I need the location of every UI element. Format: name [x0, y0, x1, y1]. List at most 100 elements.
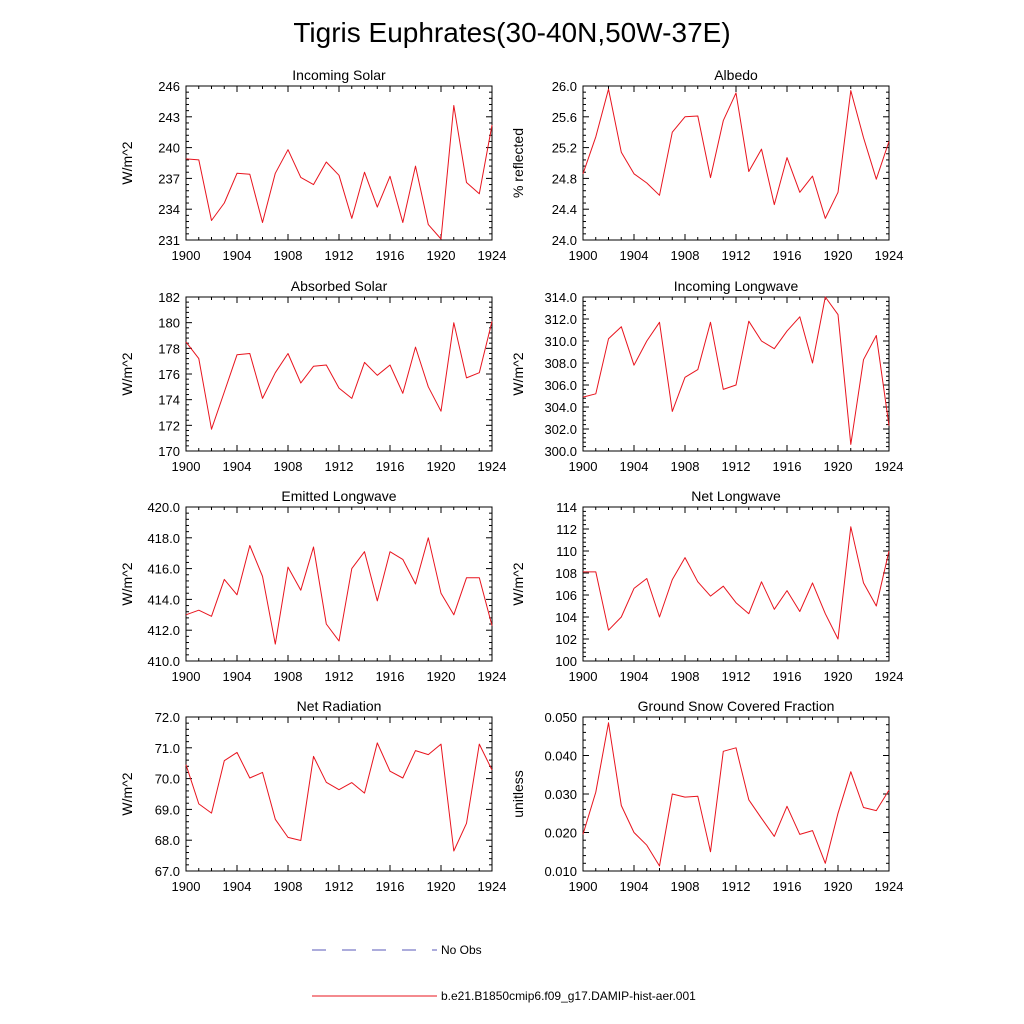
incoming-longwave-ytick-label: 302.0 — [544, 422, 577, 437]
panel-emitted-longwave: Emitted Longwave W/m^2 1900 1904 1908 1912 191… — [119, 488, 506, 684]
panel-incoming-longwave: Incoming Longwave W/m^2 1900 1904 1908 1912 19… — [510, 278, 903, 474]
absorbed-solar-xtick-label: 1916 — [376, 459, 405, 474]
net-radiation-ytick-label: 70.0 — [155, 772, 180, 787]
net-longwave-ytick-label: 110 — [556, 544, 577, 559]
net-radiation-ytick-label: 72.0 — [155, 710, 180, 725]
incoming-solar-ytick-label: 240 — [158, 141, 180, 156]
absorbed-solar-xtick-label: 1908 — [274, 459, 303, 474]
absorbed-solar-series-line — [185, 321, 493, 430]
albedo-xtick-label: 1924 — [875, 248, 904, 263]
net-longwave-ytick-label: 104 — [555, 610, 577, 625]
legend-model-label: b.e21.B1850cmip6.f09_g17.DAMIP-hist-aer.… — [441, 989, 696, 1003]
net-longwave-ytick-label: 114 — [556, 500, 577, 515]
incoming-solar-xtick-label: 1916 — [376, 248, 405, 263]
net-longwave-xtick-label: 1908 — [671, 669, 700, 684]
albedo-series-line — [582, 88, 890, 219]
emitted-longwave-ytick-label: 420.0 — [147, 500, 180, 515]
albedo-ytick-label: 26.0 — [552, 79, 577, 94]
net-radiation-xtick-label: 1900 — [172, 879, 201, 894]
net-radiation-xtick-label: 1924 — [478, 879, 507, 894]
net-longwave-ytick-label: 108 — [555, 566, 577, 581]
emitted-longwave-xtick-label: 1908 — [274, 669, 303, 684]
emitted-longwave-xtick-label: 1920 — [427, 669, 456, 684]
incoming-longwave-xtick-label: 1912 — [722, 459, 751, 474]
net-longwave-series-line — [583, 526, 890, 640]
albedo-xtick-label: 1920 — [824, 248, 853, 263]
absorbed-solar-xtick-label: 1924 — [478, 459, 507, 474]
absorbed-solar-xtick-label: 1920 — [427, 459, 456, 474]
absorbed-solar-ytick-label: 182 — [158, 290, 180, 305]
emitted-longwave-ytick-label: 416.0 — [147, 562, 180, 577]
emitted-longwave-plot-frame — [185, 506, 493, 662]
albedo-xtick-label: 1904 — [620, 248, 649, 263]
absorbed-solar-ytick-label: 170 — [158, 444, 180, 459]
net-longwave-ylabel: W/m^2 — [510, 562, 526, 605]
incoming-solar-ytick-label: 246 — [158, 79, 180, 94]
incoming-solar-ylabel: W/m^2 — [119, 141, 135, 184]
incoming-longwave-xtick-label: 1920 — [824, 459, 853, 474]
legend: No Obs b.e21.B1850cmip6.f09_g17.DAMIP-hi… — [312, 943, 696, 1003]
ground-snow-covered-fraction-plot-frame — [582, 716, 890, 872]
absorbed-solar-ylabel: W/m^2 — [119, 352, 135, 395]
absorbed-solar-ytick-label: 176 — [158, 367, 180, 382]
incoming-longwave-xtick-label: 1924 — [875, 459, 904, 474]
incoming-longwave-title: Incoming Longwave — [674, 278, 799, 294]
albedo-ytick-label: 25.6 — [552, 110, 577, 125]
incoming-solar-xtick-label: 1920 — [427, 248, 456, 263]
albedo-title: Albedo — [714, 67, 758, 83]
albedo-xtick-label: 1900 — [569, 248, 598, 263]
absorbed-solar-title: Absorbed Solar — [291, 278, 388, 294]
absorbed-solar-ytick-label: 174 — [158, 393, 180, 408]
net-radiation-xtick-label: 1904 — [223, 879, 252, 894]
panel-ground-snow-covered-fraction: Ground Snow Covered Fraction unitless 1900… — [510, 698, 903, 894]
net-radiation-ytick-label: 71.0 — [155, 741, 180, 756]
net-radiation-ytick-label: 67.0 — [155, 864, 180, 879]
panel-absorbed-solar: Absorbed Solar W/m^2 1900 1904 1908 1912 1916 1… — [119, 278, 506, 474]
absorbed-solar-ytick-label: 178 — [158, 341, 180, 356]
net-longwave-xtick-label: 1916 — [773, 669, 802, 684]
panel-net-longwave: Net Longwave W/m^2 1900 1904 1908 1912 1916 192… — [510, 488, 903, 684]
figure-title: Tigris Euphrates(30-40N,50W-37E) — [293, 17, 730, 48]
emitted-longwave-series-line — [185, 537, 493, 645]
incoming-longwave-ytick-label: 312.0 — [544, 312, 577, 327]
net-longwave-ytick-label: 106 — [555, 588, 577, 603]
albedo-xtick-label: 1916 — [773, 248, 802, 263]
incoming-solar-xtick-label: 1924 — [478, 248, 507, 263]
albedo-ytick-label: 24.8 — [552, 171, 577, 186]
ground-snow-covered-fraction-ytick-label: 0.020 — [544, 826, 577, 841]
incoming-longwave-ytick-label: 300.0 — [544, 444, 577, 459]
ground-snow-covered-fraction-xtick-label: 1900 — [569, 879, 598, 894]
incoming-longwave-ytick-label: 308.0 — [544, 356, 577, 371]
ground-snow-covered-fraction-xtick-label: 1920 — [824, 879, 853, 894]
incoming-longwave-ytick-label: 314.0 — [544, 290, 577, 305]
emitted-longwave-title: Emitted Longwave — [281, 488, 396, 504]
albedo-ytick-label: 25.2 — [552, 141, 577, 156]
incoming-longwave-xtick-label: 1904 — [620, 459, 649, 474]
emitted-longwave-ytick-label: 412.0 — [147, 623, 180, 638]
incoming-solar-xtick-label: 1912 — [325, 248, 354, 263]
incoming-longwave-ytick-label: 310.0 — [544, 334, 577, 349]
emitted-longwave-xtick-label: 1904 — [223, 669, 252, 684]
incoming-solar-ytick-label: 234 — [158, 202, 180, 217]
ground-snow-covered-fraction-ytick-label: 0.030 — [544, 787, 577, 802]
absorbed-solar-ytick-label: 172 — [158, 418, 180, 433]
net-longwave-title: Net Longwave — [691, 488, 781, 504]
absorbed-solar-xtick-label: 1900 — [172, 459, 201, 474]
net-longwave-xtick-label: 1924 — [875, 669, 904, 684]
emitted-longwave-ytick-label: 414.0 — [147, 592, 180, 607]
incoming-longwave-xtick-label: 1908 — [671, 459, 700, 474]
albedo-ytick-label: 24.0 — [552, 233, 577, 248]
ground-snow-covered-fraction-ytick-label: 0.010 — [544, 864, 577, 879]
albedo-ylabel: % reflected — [510, 128, 526, 198]
ground-snow-covered-fraction-xtick-label: 1908 — [671, 879, 700, 894]
incoming-solar-ytick-label: 231 — [158, 233, 180, 248]
net-radiation-ylabel: W/m^2 — [119, 772, 135, 815]
emitted-longwave-ylabel: W/m^2 — [119, 562, 135, 605]
albedo-ytick-label: 24.4 — [552, 202, 577, 217]
ground-snow-covered-fraction-series-line — [582, 722, 890, 867]
panel-net-radiation: Net Radiation W/m^2 1900 1904 1908 1912 1916 19… — [119, 698, 506, 894]
ground-snow-covered-fraction-ylabel: unitless — [510, 770, 526, 817]
absorbed-solar-xtick-label: 1912 — [325, 459, 354, 474]
net-longwave-xtick-label: 1904 — [620, 669, 649, 684]
